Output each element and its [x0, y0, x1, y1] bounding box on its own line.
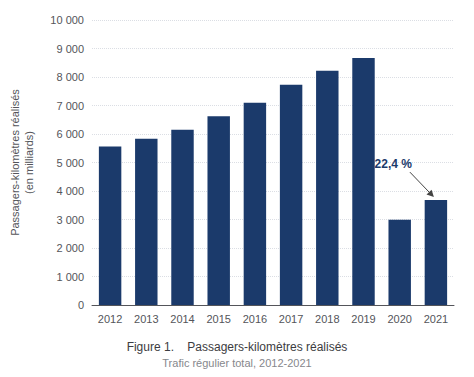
svg-text:22,4 %: 22,4 % — [375, 157, 413, 171]
svg-text:2017: 2017 — [279, 313, 303, 325]
svg-text:2018: 2018 — [315, 313, 339, 325]
svg-text:0: 0 — [78, 299, 84, 311]
svg-text:2016: 2016 — [243, 313, 267, 325]
svg-text:5 000: 5 000 — [56, 157, 84, 169]
svg-text:Passagers-kilomètres réalisés: Passagers-kilomètres réalisés — [9, 89, 21, 236]
svg-text:2020: 2020 — [387, 313, 411, 325]
svg-text:2019: 2019 — [351, 313, 375, 325]
svg-text:2021: 2021 — [424, 313, 448, 325]
svg-text:2 000: 2 000 — [56, 242, 84, 254]
svg-text:1 000: 1 000 — [56, 271, 84, 283]
svg-text:2013: 2013 — [134, 313, 158, 325]
svg-text:Figure 1. Passagers-kilomèt: Figure 1. Passagers-kilomètres réalisés — [127, 340, 348, 354]
svg-text:10 000: 10 000 — [50, 14, 84, 26]
svg-text:2015: 2015 — [206, 313, 230, 325]
svg-text:Trafic régulier total, 2012-20: Trafic régulier total, 2012-2021 — [162, 357, 311, 369]
svg-text:3 000: 3 000 — [56, 214, 84, 226]
svg-text:2014: 2014 — [170, 313, 194, 325]
svg-text:9 000: 9 000 — [56, 43, 84, 55]
svg-text:6 000: 6 000 — [56, 128, 84, 140]
svg-text:4 000: 4 000 — [56, 185, 84, 197]
svg-text:2012: 2012 — [98, 313, 122, 325]
svg-text:(en milliards): (en milliards) — [23, 131, 35, 194]
svg-text:7 000: 7 000 — [56, 100, 84, 112]
svg-text:8 000: 8 000 — [56, 71, 84, 83]
